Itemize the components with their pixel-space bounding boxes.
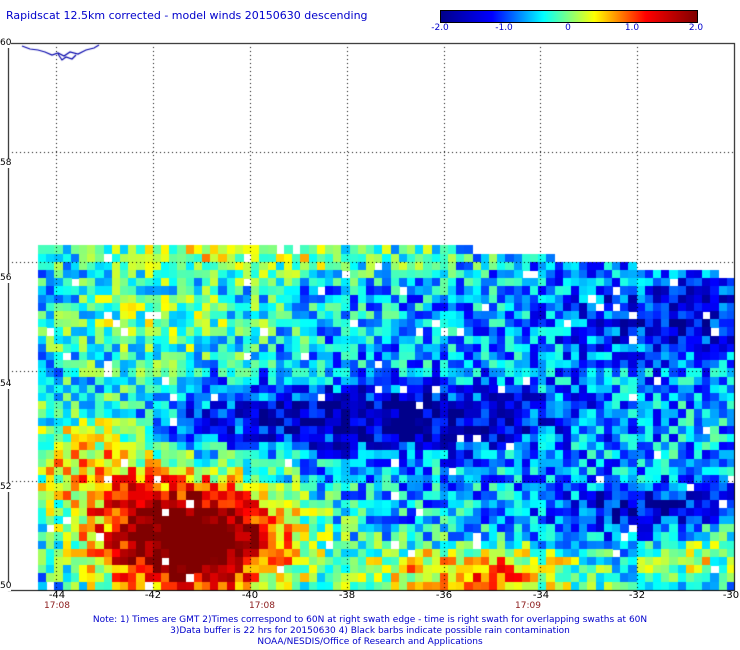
lon-label: -32 bbox=[628, 590, 646, 601]
lon-label: -42 bbox=[144, 590, 162, 601]
lon-label: -44 bbox=[48, 590, 66, 601]
lat-label: 50 bbox=[0, 581, 12, 591]
footnote-line: 3)Data buffer is 22 hrs for 20150630 4) … bbox=[170, 626, 570, 636]
lon-label: -34 bbox=[532, 590, 550, 601]
map-title: Rapidscat 12.5km corrected - model winds… bbox=[6, 9, 368, 22]
colorbar-label: -2.0 bbox=[431, 23, 449, 33]
lat-label: 60 bbox=[0, 38, 12, 48]
pass-time-label: 17:09 bbox=[515, 601, 541, 611]
colorbar-label: 0 bbox=[565, 23, 571, 33]
colorbar bbox=[440, 10, 698, 23]
footnote-line: Note: 1) Times are GMT 2)Times correspon… bbox=[92, 615, 648, 625]
lat-label: 58 bbox=[0, 158, 12, 168]
pass-time-label: 17:08 bbox=[44, 601, 70, 611]
lat-label: 56 bbox=[0, 273, 12, 283]
colorbar-label: 2.0 bbox=[688, 23, 704, 33]
colorbar-label: -1.0 bbox=[495, 23, 513, 33]
footnote-line: NOAA/NESDIS/Office of Research and Appli… bbox=[257, 637, 483, 647]
lon-label: -30 bbox=[722, 590, 740, 601]
pass-time-label: 17:08 bbox=[249, 601, 275, 611]
lon-label: -38 bbox=[338, 590, 356, 601]
lon-label: -40 bbox=[241, 590, 259, 601]
colorbar-label: 1.0 bbox=[624, 23, 640, 33]
lat-label: 52 bbox=[0, 482, 12, 492]
lat-label: 54 bbox=[0, 379, 12, 389]
footnotes: Note: 1) Times are GMT 2)Times correspon… bbox=[0, 615, 740, 648]
lon-label: -36 bbox=[435, 590, 453, 601]
